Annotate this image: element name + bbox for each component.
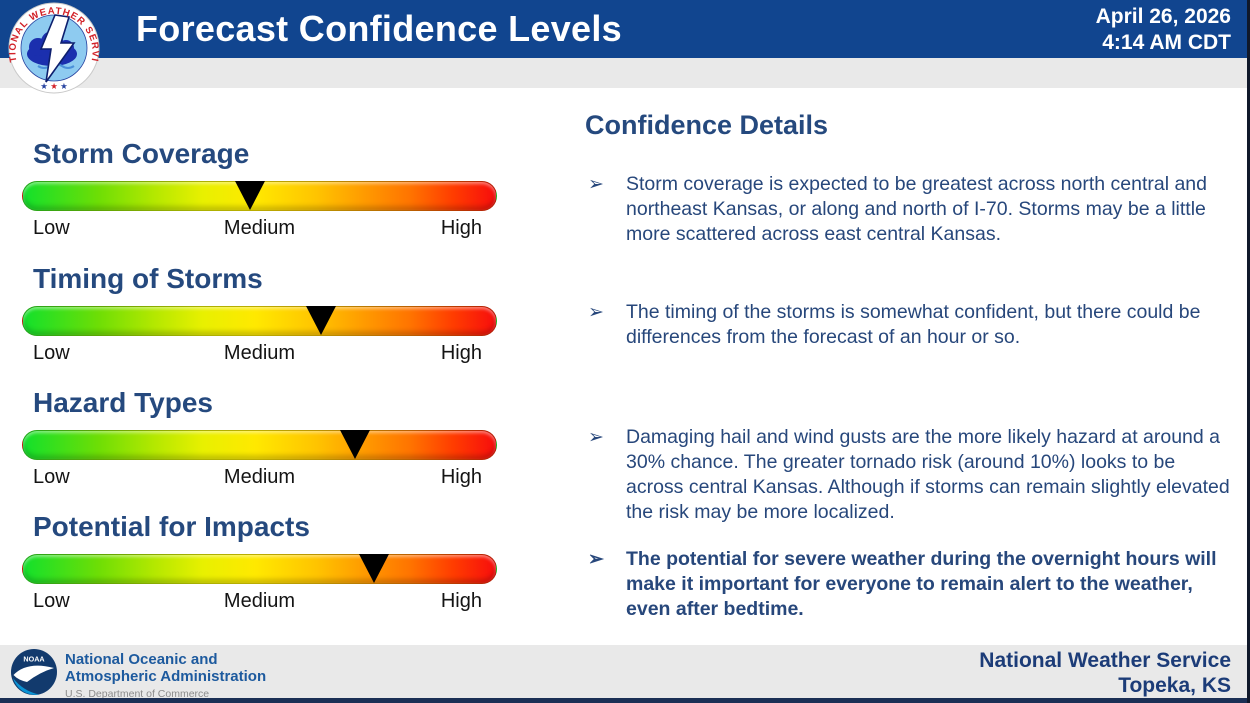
page-title: Forecast Confidence Levels: [136, 8, 622, 49]
noaa-logo-icon: NOAA: [11, 649, 57, 695]
bottom-strip: [0, 698, 1247, 703]
scale-label-high: High: [440, 466, 482, 488]
bullet-text: The timing of the storms is somewhat con…: [626, 301, 1201, 348]
gauge-gradient-bar: [22, 554, 497, 584]
gauge-scale: Low Medium High: [22, 590, 497, 616]
bullet-text: Storm coverage is expected to be greates…: [626, 173, 1207, 245]
arrow-bullet-icon: ➢: [588, 427, 604, 448]
scale-label-low: Low: [33, 590, 70, 612]
scale-label-medium: Medium: [223, 590, 296, 612]
noaa-attribution: National Oceanic and Atmospheric Adminis…: [65, 651, 266, 700]
details-heading: Confidence Details: [585, 110, 829, 140]
gauge-scale: Low Medium High: [22, 217, 497, 243]
detail-bullet-timing: ➢ The timing of the storms is somewhat c…: [588, 300, 1243, 350]
gauge-storm-coverage: Storm Coverage Low Medium High: [22, 138, 497, 243]
scale-label-medium: Medium: [223, 217, 296, 239]
gauge-marker-icon: [339, 430, 370, 459]
gauge-scale: Low Medium High: [22, 342, 497, 368]
scale-label-low: Low: [33, 342, 70, 364]
scale-label-high: High: [440, 590, 482, 612]
scale-label-medium: Medium: [223, 342, 296, 364]
gauge-title: Timing of Storms: [33, 263, 263, 294]
office-location: Topeka, KS: [1118, 674, 1231, 697]
gauge-bar-wrap: [22, 430, 497, 460]
arrow-bullet-icon: ➢: [588, 302, 604, 323]
noaa-line2: Atmospheric Administration: [65, 668, 267, 685]
noaa-dept: U.S. Department of Commerce: [65, 688, 210, 700]
gauge-title: Storm Coverage: [33, 138, 250, 169]
gauge-title: Potential for Impacts: [33, 511, 310, 542]
office-name: National Weather Service: [979, 649, 1231, 672]
arrow-bullet-icon: ➢: [588, 549, 604, 570]
detail-bullet-impacts: ➢ The potential for severe weather durin…: [588, 547, 1243, 622]
svg-text:NOAA: NOAA: [23, 655, 44, 664]
footer-bar: NOAA National Oceanic and Atmospheric Ad…: [0, 645, 1247, 700]
gauge-potential-for-impacts: Potential for Impacts Low Medium High: [22, 511, 497, 616]
noaa-line1: National Oceanic and: [65, 651, 218, 668]
gauge-timing-of-storms: Timing of Storms Low Medium High: [22, 263, 497, 368]
gauge-gradient-bar: [22, 430, 497, 460]
header-bar: Forecast Confidence Levels April 26, 202…: [0, 0, 1247, 58]
nws-logo-icon: NATIONAL WEATHER SERVICE ★ ★ ★: [8, 2, 100, 94]
arrow-bullet-icon: ➢: [588, 174, 604, 195]
header-subband: [0, 58, 1247, 88]
gauge-bar-wrap: [22, 306, 497, 336]
gauge-marker-icon: [358, 554, 389, 583]
scale-label-medium: Medium: [223, 466, 296, 488]
gauge-marker-icon: [235, 181, 265, 210]
scale-label-low: Low: [33, 217, 70, 239]
gauge-marker-icon: [306, 306, 337, 335]
gauge-title: Hazard Types: [33, 387, 213, 418]
scale-label-high: High: [440, 217, 482, 239]
bullet-text: Damaging hail and wind gusts are the mor…: [626, 426, 1230, 523]
gauge-bar-wrap: [22, 181, 497, 211]
svg-text:★ ★ ★: ★ ★ ★: [40, 81, 68, 91]
gauge-bar-wrap: [22, 554, 497, 584]
gauge-scale: Low Medium High: [22, 466, 497, 492]
gauge-gradient-bar: [22, 306, 497, 336]
issue-date: April 26, 2026: [1095, 5, 1231, 28]
scale-label-low: Low: [33, 466, 70, 488]
detail-bullet-storm-coverage: ➢ Storm coverage is expected to be great…: [588, 172, 1243, 247]
issue-time: 4:14 AM CDT: [1102, 31, 1231, 54]
scale-label-high: High: [440, 342, 482, 364]
issue-datetime: April 26, 2026 4:14 AM CDT: [1096, 4, 1231, 56]
gauge-hazard-types: Hazard Types Low Medium High: [22, 387, 497, 492]
bullet-text: The potential for severe weather during …: [626, 548, 1217, 620]
office-attribution: National Weather Service Topeka, KS: [979, 648, 1231, 698]
detail-bullet-hazards: ➢ Damaging hail and wind gusts are the m…: [588, 425, 1243, 525]
